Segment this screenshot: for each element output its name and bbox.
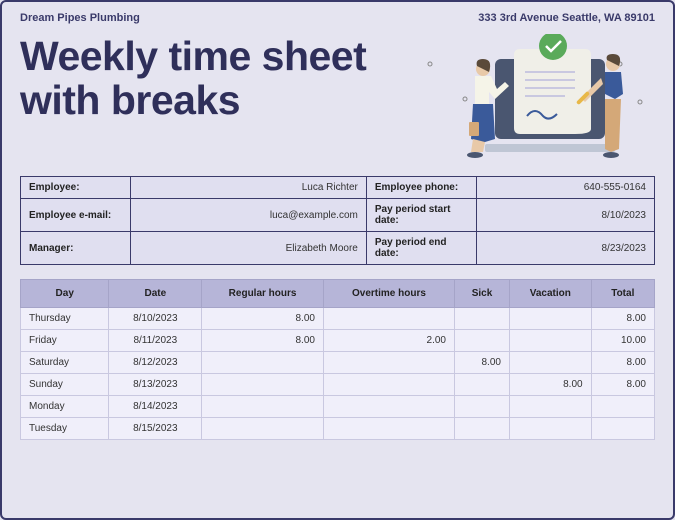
cell-ot [323,418,454,440]
cell-day: Saturday [21,352,109,374]
email-value: luca@example.com [131,199,367,232]
cell-vac [509,330,591,352]
table-body: Thursday8/10/20238.008.00Friday8/11/2023… [21,308,655,440]
column-header: Sick [455,280,510,308]
cell-date: 8/12/2023 [109,352,202,374]
cell-vac [509,418,591,440]
title-line2: with breaks [20,77,240,123]
cell-day: Sunday [21,374,109,396]
table-row: Monday8/14/2023 [21,396,655,418]
page-title: Weekly time sheet with breaks [20,34,366,123]
cell-ot [323,352,454,374]
column-header: Date [109,280,202,308]
cell-day: Monday [21,396,109,418]
column-header: Day [21,280,109,308]
cell-day: Thursday [21,308,109,330]
column-header: Total [591,280,654,308]
cell-sick: 8.00 [455,352,510,374]
table-row: Tuesday8/15/2023 [21,418,655,440]
start-value: 8/10/2023 [476,199,654,232]
title-line1: Weekly time sheet [20,33,366,79]
cell-reg: 8.00 [202,308,324,330]
cell-reg [202,374,324,396]
email-label: Employee e-mail: [21,199,131,232]
column-header: Overtime hours [323,280,454,308]
cell-vac [509,308,591,330]
end-value: 8/23/2023 [476,232,654,265]
column-header: Regular hours [202,280,324,308]
cell-vac [509,352,591,374]
timesheet-table: DayDateRegular hoursOvertime hoursSickVa… [20,279,655,440]
start-label: Pay period start date: [366,199,476,232]
cell-total: 8.00 [591,374,654,396]
cell-date: 8/11/2023 [109,330,202,352]
cell-vac [509,396,591,418]
document-header: Dream Pipes Plumbing 333 3rd Avenue Seat… [2,2,673,28]
employee-value: Luca Richter [131,177,367,199]
cell-sick [455,396,510,418]
cell-vac: 8.00 [509,374,591,396]
table-header-row: DayDateRegular hoursOvertime hoursSickVa… [21,280,655,308]
cell-reg [202,352,324,374]
timesheet-illustration [385,34,655,164]
manager-value: Elizabeth Moore [131,232,367,265]
cell-sick [455,330,510,352]
cell-total: 8.00 [591,352,654,374]
company-address: 333 3rd Avenue Seattle, WA 89101 [478,12,655,24]
cell-reg [202,418,324,440]
cell-sick [455,374,510,396]
table-row: Thursday8/10/20238.008.00 [21,308,655,330]
cell-ot [323,308,454,330]
cell-total [591,418,654,440]
title-row: Weekly time sheet with breaks [2,28,673,176]
column-header: Vacation [509,280,591,308]
cell-date: 8/10/2023 [109,308,202,330]
cell-ot [323,374,454,396]
cell-ot [323,396,454,418]
cell-reg: 8.00 [202,330,324,352]
cell-date: 8/14/2023 [109,396,202,418]
cell-ot: 2.00 [323,330,454,352]
employee-label: Employee: [21,177,131,199]
manager-label: Manager: [21,232,131,265]
phone-label: Employee phone: [366,177,476,199]
table-row: Saturday8/12/2023 8.00 8.00 [21,352,655,374]
cell-day: Friday [21,330,109,352]
cell-sick [455,308,510,330]
cell-date: 8/13/2023 [109,374,202,396]
cell-date: 8/15/2023 [109,418,202,440]
cell-day: Tuesday [21,418,109,440]
table-row: Sunday8/13/2023 8.008.00 [21,374,655,396]
end-label: Pay period end date: [366,232,476,265]
cell-total: 10.00 [591,330,654,352]
table-row: Friday8/11/20238.002.00 10.00 [21,330,655,352]
cell-reg [202,396,324,418]
cell-total [591,396,654,418]
employee-info-table: Employee: Luca Richter Employee phone: 6… [20,176,655,265]
company-name: Dream Pipes Plumbing [20,12,140,24]
cell-total: 8.00 [591,308,654,330]
cell-sick [455,418,510,440]
phone-value: 640-555-0164 [476,177,654,199]
